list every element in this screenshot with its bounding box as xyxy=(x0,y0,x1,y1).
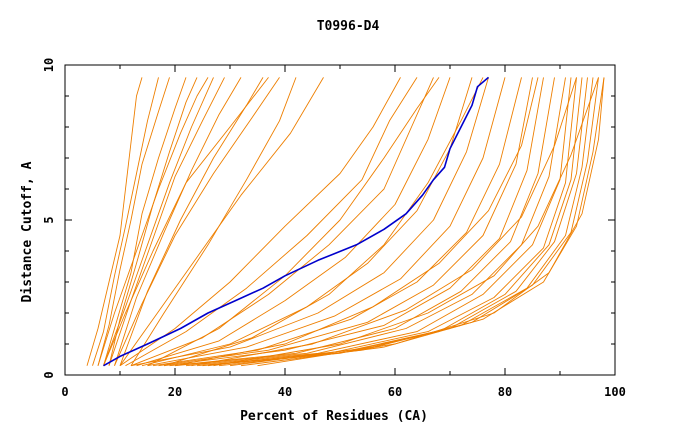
series-line-29 xyxy=(202,77,583,367)
series-line-21 xyxy=(147,77,506,367)
series-line-17 xyxy=(130,77,434,367)
series-line-36 xyxy=(213,77,599,367)
y-tick-label: 10 xyxy=(42,58,56,72)
x-tick-label: 20 xyxy=(168,385,182,399)
y-tick-label: 0 xyxy=(42,371,56,378)
series-line-9 xyxy=(114,77,242,366)
series-line-2 xyxy=(92,77,159,366)
series-line-10 xyxy=(119,77,264,366)
y-axis-label: Distance Cutoff, A xyxy=(20,161,35,302)
series-line-4 xyxy=(103,77,187,366)
series-line-18 xyxy=(136,77,451,367)
plot-area xyxy=(86,76,605,367)
x-axis-label: Percent of Residues (CA) xyxy=(240,409,428,424)
series-line-28 xyxy=(196,77,577,367)
x-tick-label: 100 xyxy=(604,385,626,399)
x-tick-label: 40 xyxy=(278,385,292,399)
series-line-34 xyxy=(174,77,539,367)
highlight-series-line xyxy=(103,76,490,367)
series-line-25 xyxy=(169,77,555,367)
series-line-11 xyxy=(103,77,269,366)
axis-ticks: 0 20 40 60 80 100 0 5 10 xyxy=(42,58,626,399)
series-line-24 xyxy=(163,77,544,367)
series-line-1 xyxy=(86,77,143,366)
series-line-37 xyxy=(163,77,484,367)
x-tick-label: 60 xyxy=(388,385,402,399)
series-line-20 xyxy=(130,77,489,367)
y-tick-label: 5 xyxy=(42,216,56,223)
x-tick-label: 80 xyxy=(498,385,512,399)
series-line-22 xyxy=(152,77,522,367)
series-line-23 xyxy=(158,77,533,367)
x-tick-label: 0 xyxy=(61,385,68,399)
series-line-38 xyxy=(147,77,440,367)
series-line-26 xyxy=(174,77,566,367)
series-line-14 xyxy=(119,77,324,366)
series-line-39 xyxy=(257,77,605,367)
series-line-3 xyxy=(97,77,170,366)
series-line-15 xyxy=(119,77,401,367)
chart-title: T0996-D4 xyxy=(317,19,380,34)
series-line-8 xyxy=(108,77,225,366)
series-line-35 xyxy=(191,77,577,367)
series-line-33 xyxy=(240,77,605,367)
series-line-7 xyxy=(103,77,214,366)
series-line-16 xyxy=(125,77,418,367)
series-line-13 xyxy=(130,77,297,366)
series-line-12 xyxy=(114,77,280,366)
series-line-6 xyxy=(97,77,209,366)
